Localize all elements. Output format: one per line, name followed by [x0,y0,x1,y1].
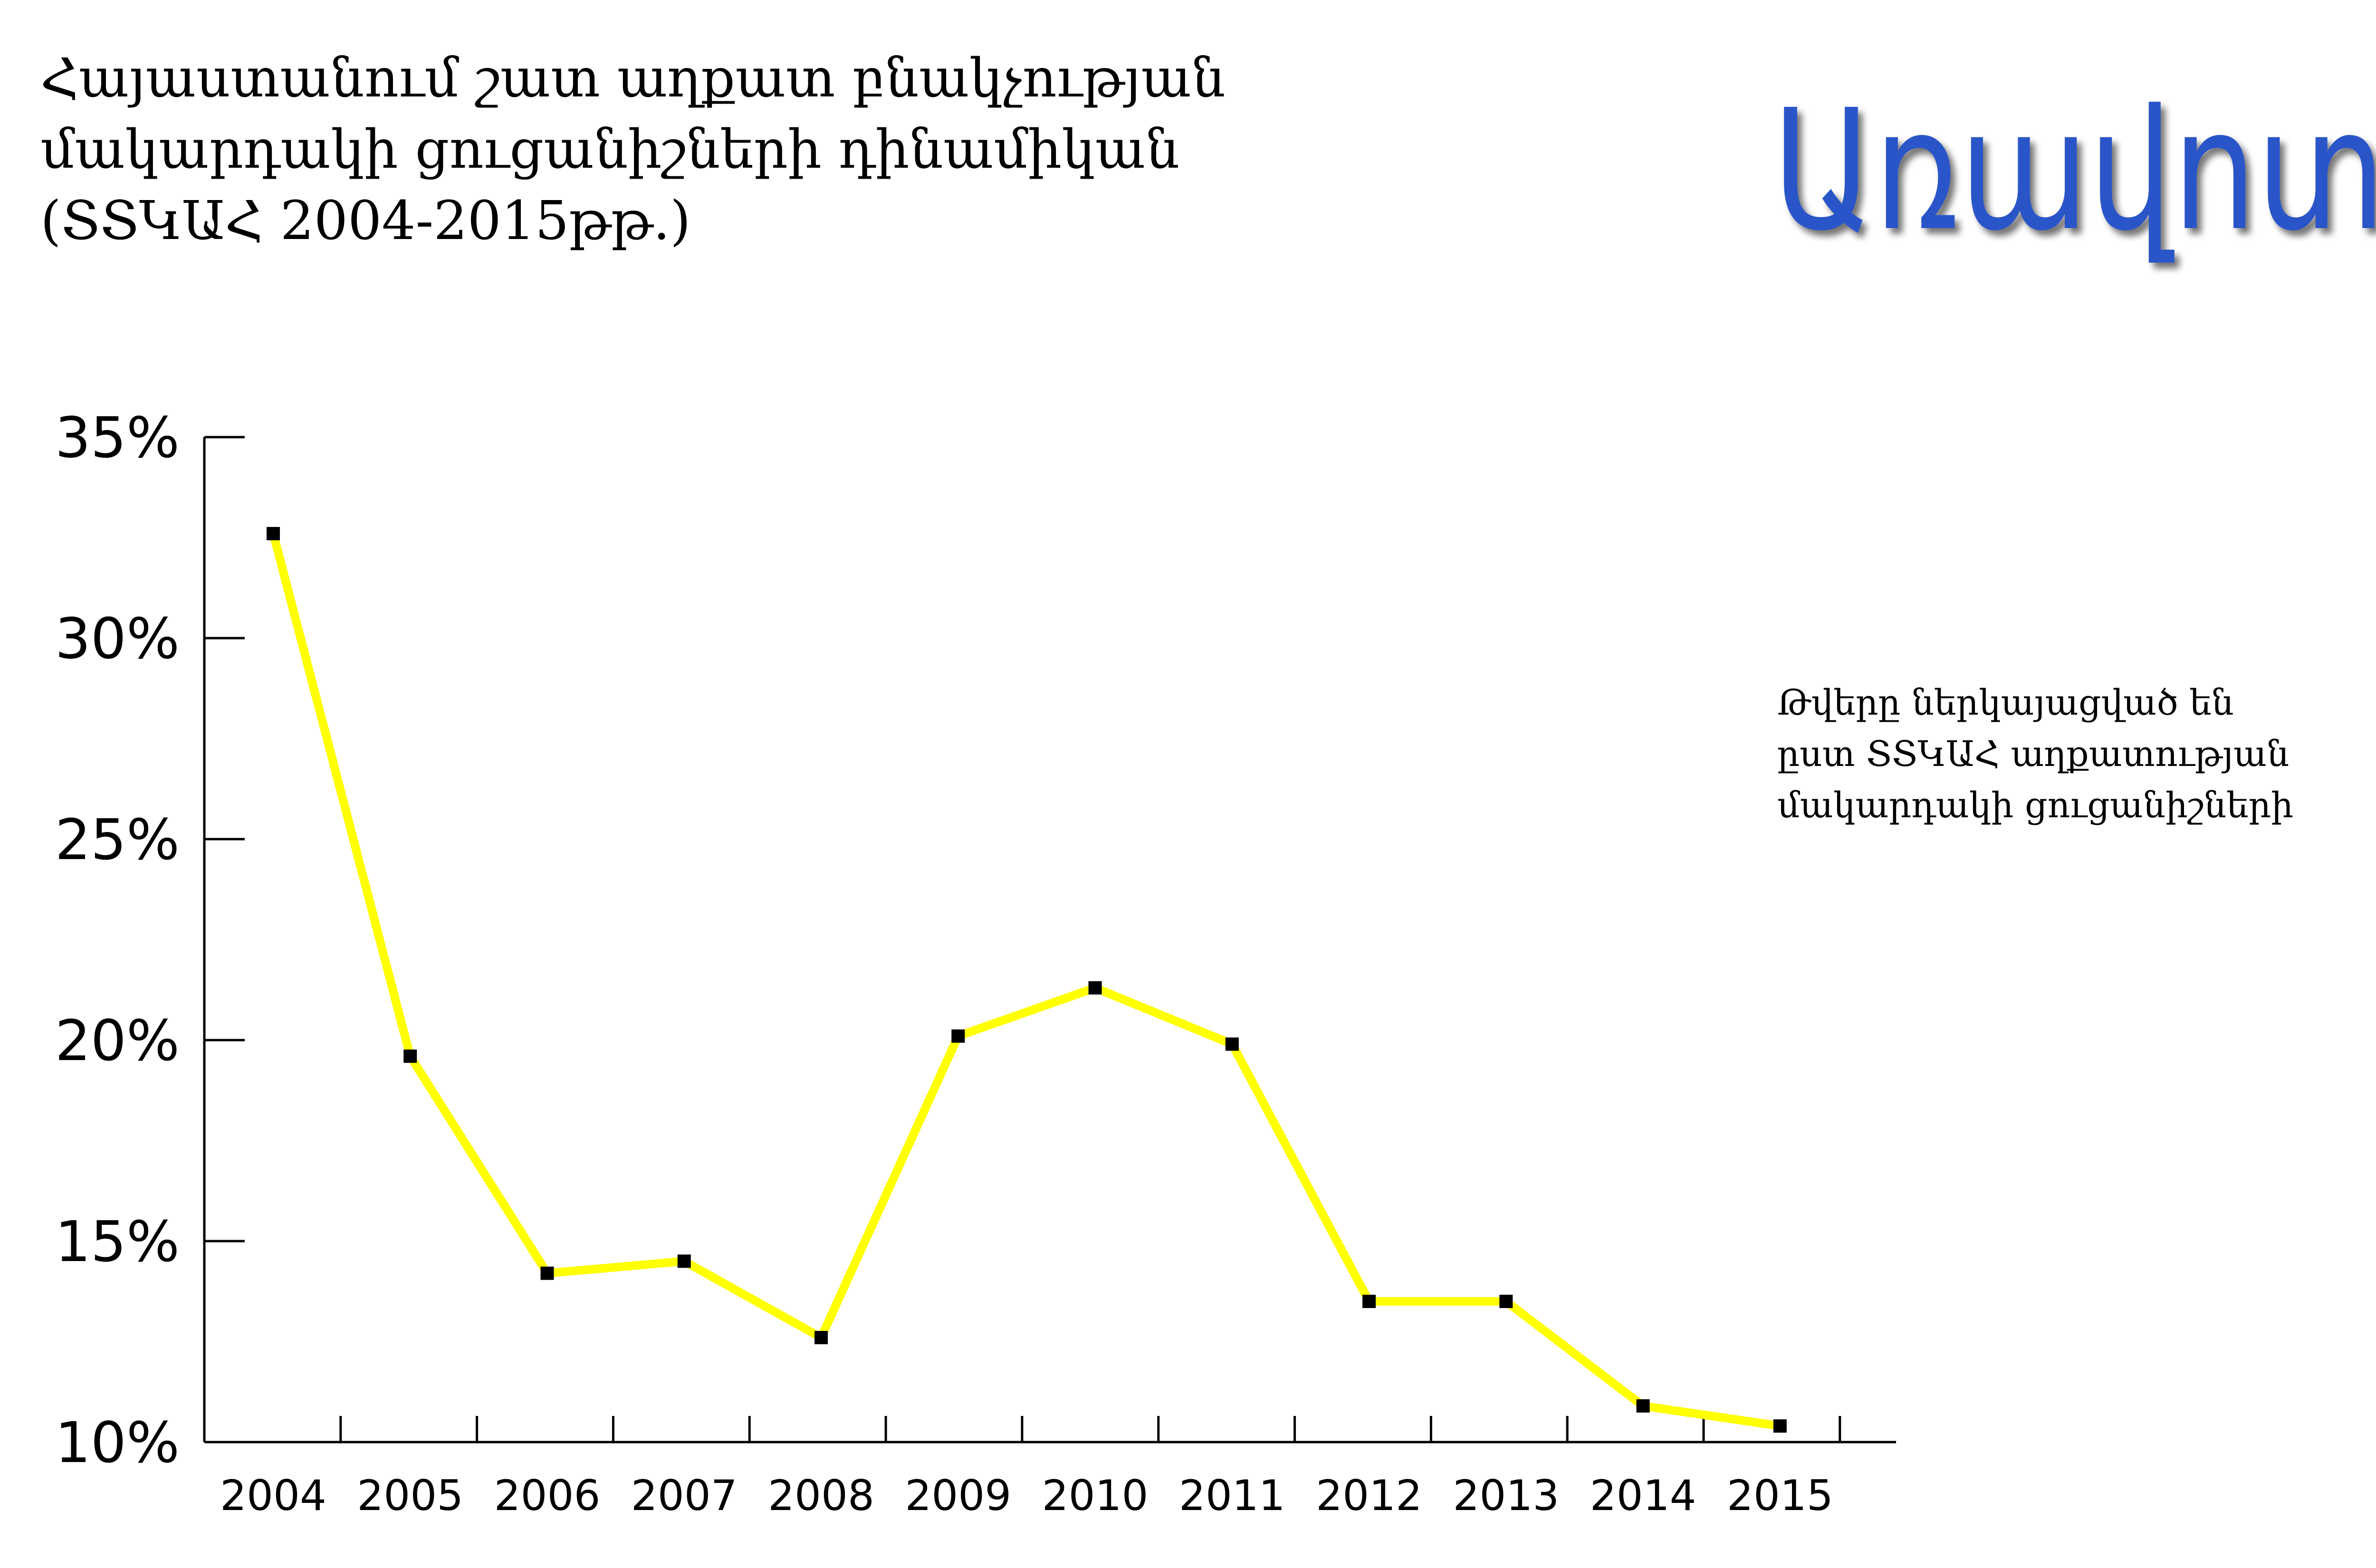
data-point-2006 [540,1266,554,1280]
data-point-2011 [1225,1037,1239,1051]
data-point-markers [267,527,1787,1433]
x-tick-label: 2010 [1042,1471,1149,1520]
data-point-2015 [1773,1419,1787,1433]
data-point-2004 [267,527,280,541]
x-tick-label: 2009 [905,1471,1011,1520]
y-tick-label: 25% [55,807,180,872]
x-tick-label: 2015 [1727,1471,1833,1520]
data-point-2014 [1636,1399,1650,1413]
x-tick-label: 2012 [1316,1471,1422,1520]
y-tick-label: 35% [55,405,180,470]
data-point-2010 [1088,981,1102,995]
data-source-note-line-3: մակարդակի ցուցանիշների [1777,785,2294,826]
x-tick-label: 2007 [631,1471,738,1520]
data-point-2005 [403,1049,417,1063]
y-tick-label: 20% [55,1008,180,1073]
chart-title-line-2: մակարդակի ցուցանիշների դինամիկան [40,119,1180,181]
x-tick-label: 2006 [494,1471,601,1520]
aravot-logo-text: Առավոտ [1772,74,2376,268]
data-source-note-line-2: ըստ ՏՏԿԱՀ աղքատության [1777,734,2290,774]
data-source-note-line-1: Թվերը ներկայացված են [1777,682,2234,723]
y-tick-label: 30% [55,606,180,671]
chart-axes [203,436,1896,1444]
x-tick-label: 2013 [1453,1471,1559,1520]
chart-title-line-3: (ՏՏԿԱՀ 2004-2015թթ.) [40,190,691,252]
y-axis-tick-labels: 10% 15% 20% 25% 30% 35% [55,405,180,1475]
data-source-note: Թվերը ներկայացված են ըստ ՏՏԿԱՀ աղքատությ… [1777,677,2376,831]
data-point-2007 [677,1254,691,1268]
data-point-2009 [951,1029,965,1043]
x-tick-label: 2008 [768,1471,874,1520]
chart-title-line-1: Հայաստանում շատ աղքատ բնակչության [40,48,1226,109]
aravot-logo: Առավոտ [1772,74,2376,268]
x-tick-label: 2005 [357,1471,463,1520]
x-tick-label: 2011 [1179,1471,1285,1520]
x-tick-label: 2004 [220,1471,326,1520]
data-point-2008 [814,1331,828,1345]
data-point-2012 [1362,1294,1376,1308]
series-line-group [269,532,1781,1431]
x-tick-label: 2014 [1590,1471,1696,1520]
y-tick-label: 10% [55,1410,180,1475]
y-tick-label: 15% [55,1209,180,1274]
x-axis-tick-labels: 2004 2005 2006 2007 2008 2009 2010 2011 2012 2013… [220,1471,1833,1520]
chart-title: Հայաստանում շատ աղքատ բնակչության մակարդ… [40,43,1561,257]
data-point-2013 [1499,1294,1513,1308]
series-line [269,532,1781,1431]
